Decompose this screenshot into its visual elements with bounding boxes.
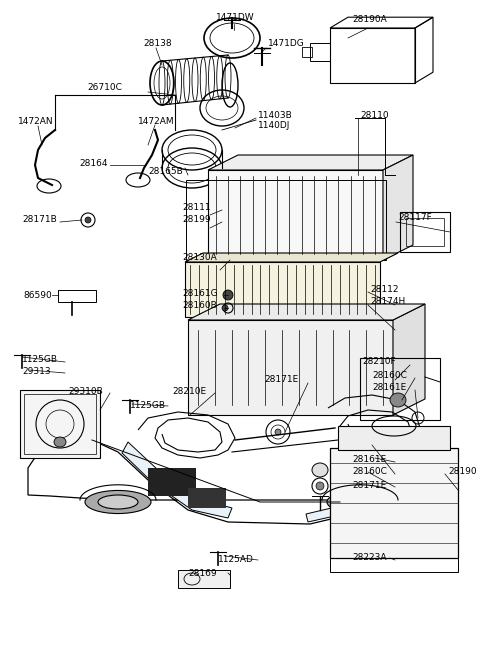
Text: 1125GB: 1125GB bbox=[22, 356, 58, 364]
Text: 28160C: 28160C bbox=[352, 468, 387, 476]
Bar bbox=[178, 570, 230, 588]
Text: 28161E: 28161E bbox=[352, 455, 386, 464]
Polygon shape bbox=[122, 442, 232, 518]
Text: 28171E: 28171E bbox=[264, 375, 298, 384]
Ellipse shape bbox=[85, 217, 91, 223]
Bar bbox=[24, 394, 96, 454]
Text: 1472AM: 1472AM bbox=[138, 117, 175, 126]
Bar bbox=[148, 468, 196, 496]
Bar bbox=[310, 43, 330, 61]
Text: 28161E: 28161E bbox=[372, 383, 406, 392]
Text: 1125GB: 1125GB bbox=[130, 400, 166, 409]
Text: 28111: 28111 bbox=[182, 204, 211, 212]
Polygon shape bbox=[393, 304, 425, 415]
Text: 28190: 28190 bbox=[448, 468, 477, 476]
Bar bbox=[330, 448, 458, 558]
Ellipse shape bbox=[85, 491, 151, 514]
Text: 29313: 29313 bbox=[22, 367, 50, 377]
Ellipse shape bbox=[223, 290, 233, 300]
Text: 1472AN: 1472AN bbox=[18, 117, 54, 126]
Text: 28160C: 28160C bbox=[372, 371, 407, 381]
Ellipse shape bbox=[54, 437, 66, 447]
Bar bbox=[360, 358, 440, 420]
Text: 28138: 28138 bbox=[144, 39, 172, 48]
Text: 28160B: 28160B bbox=[182, 301, 217, 310]
Text: 28174H: 28174H bbox=[370, 297, 405, 307]
Bar bbox=[302, 47, 312, 57]
Ellipse shape bbox=[327, 491, 393, 514]
Polygon shape bbox=[188, 304, 425, 320]
Text: 26710C: 26710C bbox=[87, 83, 122, 92]
Text: 28210E: 28210E bbox=[172, 388, 206, 396]
Ellipse shape bbox=[390, 393, 406, 407]
Ellipse shape bbox=[222, 305, 228, 311]
Text: 28117F: 28117F bbox=[398, 214, 432, 223]
Text: 28210F: 28210F bbox=[362, 358, 396, 367]
Bar bbox=[330, 28, 415, 83]
Bar bbox=[330, 558, 458, 572]
Ellipse shape bbox=[316, 482, 324, 490]
Polygon shape bbox=[185, 253, 398, 262]
Text: 28161G: 28161G bbox=[182, 290, 217, 299]
Bar bbox=[20, 390, 100, 458]
Text: 28164: 28164 bbox=[80, 159, 108, 168]
Text: 29310B: 29310B bbox=[68, 388, 103, 396]
Text: 28130A: 28130A bbox=[182, 253, 217, 263]
Text: 28199: 28199 bbox=[182, 215, 211, 225]
Ellipse shape bbox=[340, 495, 380, 509]
Polygon shape bbox=[306, 476, 378, 522]
Bar bbox=[188, 488, 226, 508]
Bar bbox=[406, 218, 444, 246]
Bar bbox=[338, 426, 450, 450]
Bar bbox=[58, 290, 96, 302]
Text: 86590: 86590 bbox=[23, 291, 52, 299]
Ellipse shape bbox=[98, 495, 138, 509]
Text: 28190A: 28190A bbox=[353, 16, 387, 24]
Ellipse shape bbox=[312, 463, 328, 477]
Bar bbox=[400, 212, 450, 252]
Text: 28112: 28112 bbox=[370, 286, 398, 295]
Text: 1471DG: 1471DG bbox=[268, 39, 305, 48]
Text: 28171E: 28171E bbox=[352, 481, 386, 489]
Text: 28110: 28110 bbox=[360, 111, 389, 119]
Text: 1125AD: 1125AD bbox=[218, 555, 254, 565]
Text: 11403B: 11403B bbox=[258, 111, 293, 119]
Polygon shape bbox=[208, 155, 413, 170]
Text: 1140DJ: 1140DJ bbox=[258, 121, 290, 130]
Text: 1471DW: 1471DW bbox=[216, 14, 254, 22]
Bar bbox=[186, 180, 386, 260]
Text: 28171B: 28171B bbox=[22, 215, 57, 225]
Text: 28223A: 28223A bbox=[352, 553, 386, 563]
Ellipse shape bbox=[275, 429, 281, 435]
Bar bbox=[188, 320, 393, 415]
Bar bbox=[185, 262, 380, 317]
Bar bbox=[208, 170, 383, 260]
Text: 28169: 28169 bbox=[188, 569, 216, 578]
Text: 28165B: 28165B bbox=[148, 168, 183, 176]
Polygon shape bbox=[383, 155, 413, 260]
